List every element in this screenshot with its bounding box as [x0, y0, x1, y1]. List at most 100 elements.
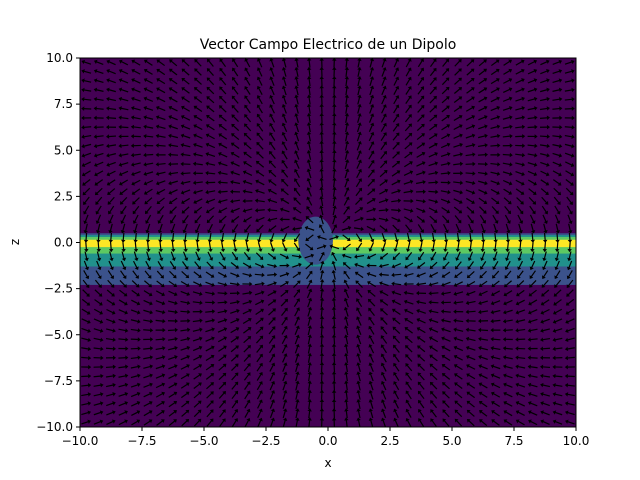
- quiver-arrow: [443, 373, 451, 380]
- quiver-arrowhead: [281, 141, 286, 145]
- quiver-arrowhead: [552, 319, 557, 324]
- quiver-arrow: [182, 78, 190, 85]
- quiver-arrow: [270, 68, 275, 77]
- quiver-arrow: [493, 260, 499, 269]
- quiver-arrowhead: [421, 151, 426, 156]
- quiver-arrowhead: [380, 335, 385, 340]
- quiver-arrowhead: [515, 401, 520, 406]
- quiver-arrowhead: [357, 159, 362, 164]
- quiver-arrowhead: [356, 298, 360, 302]
- quiver-arrow: [366, 225, 375, 231]
- quiver-arrow: [281, 198, 290, 205]
- quiver-arrowhead: [540, 301, 545, 306]
- quiver-arrow: [96, 260, 101, 269]
- quiver-arrowhead: [234, 372, 239, 377]
- quiver-arrowhead: [443, 239, 449, 243]
- quiver-arrowhead: [490, 318, 494, 324]
- quiver-arrowhead: [256, 151, 260, 156]
- quiver-arrow: [232, 106, 239, 113]
- quiver-arrowhead: [254, 208, 259, 213]
- quiver-arrow: [490, 180, 499, 185]
- quiver-arrow: [345, 299, 349, 308]
- quiver-arrowhead: [490, 301, 495, 306]
- quiver-arrowhead: [87, 355, 92, 361]
- quiver-arrow: [294, 317, 299, 326]
- quiver-arrowhead: [232, 67, 236, 72]
- quiver-arrowhead: [222, 400, 226, 404]
- quiver-arrowhead: [428, 318, 433, 323]
- quiver-arrow: [308, 114, 311, 123]
- quiver-arrowhead: [124, 310, 128, 315]
- quiver-arrowhead: [149, 373, 153, 378]
- quiver-arrowhead: [483, 105, 488, 110]
- quiver-arrow: [465, 172, 474, 175]
- quiver-arrowhead: [558, 172, 562, 177]
- quiver-arrowhead: [309, 262, 314, 266]
- quiver-arrowhead: [306, 122, 312, 126]
- quiver-arrow: [132, 79, 141, 84]
- quiver-arrow: [505, 280, 512, 287]
- quiver-arrowhead: [566, 266, 572, 271]
- quiver-arrow: [156, 401, 164, 408]
- quiver-arrow: [84, 205, 90, 214]
- quiver-arrow: [453, 206, 461, 213]
- quiver-arrowhead: [420, 123, 425, 128]
- quiver-arrowhead: [112, 319, 116, 324]
- quiver-arrow: [345, 78, 348, 87]
- quiver-arrow: [192, 328, 201, 332]
- quiver-arrow: [219, 181, 228, 184]
- quiver-arrow: [467, 329, 476, 332]
- quiver-arrowhead: [125, 337, 129, 342]
- quiver-arrow: [345, 410, 348, 419]
- quiver-arrow: [243, 346, 250, 353]
- quiver-arrowhead: [329, 244, 334, 249]
- quiver-arrow: [119, 279, 126, 287]
- quiver-arrow: [109, 242, 112, 251]
- quiver-arrow: [357, 96, 361, 105]
- quiver-arrow: [183, 223, 188, 232]
- quiver-arrow: [406, 364, 413, 372]
- quiver-arrowhead: [521, 106, 526, 111]
- quiver-arrow: [243, 364, 250, 372]
- quiver-arrowhead: [223, 327, 228, 332]
- quiver-arrowhead: [319, 334, 325, 338]
- quiver-arrow: [181, 271, 189, 278]
- quiver-arrowhead: [269, 150, 273, 155]
- quiver-arrowhead: [256, 95, 261, 99]
- quiver-arrowhead: [472, 152, 476, 157]
- quiver-arrowhead: [93, 153, 98, 158]
- quiver-arrow: [368, 299, 376, 307]
- quiver-arrowhead: [307, 380, 312, 384]
- quiver-arrowhead: [428, 309, 432, 314]
- quiver-arrowhead: [357, 122, 362, 126]
- quiver-arrow: [503, 197, 511, 204]
- quiver-arrowhead: [223, 336, 227, 341]
- quiver-arrowhead: [446, 152, 451, 157]
- quiver-arrow: [282, 373, 287, 382]
- quiver-arrow: [320, 308, 323, 317]
- quiver-arrowhead: [168, 200, 173, 204]
- quiver-arrow: [132, 153, 141, 156]
- quiver-arrowhead: [555, 230, 561, 234]
- quiver-arrowhead: [440, 300, 444, 305]
- quiver-arrow: [294, 308, 299, 317]
- quiver-arrowhead: [319, 389, 325, 393]
- quiver-arrowhead: [331, 371, 337, 375]
- quiver-arrow: [418, 401, 425, 409]
- quiver-arrow: [491, 60, 499, 67]
- quiver-arrow: [544, 242, 547, 251]
- quiver-arrowhead: [86, 293, 90, 297]
- quiver-arrowhead: [232, 229, 236, 233]
- quiver-arrowhead: [442, 257, 447, 261]
- quiver-arrowhead: [195, 248, 201, 253]
- quiver-arrowhead: [454, 418, 459, 423]
- quiver-arrow: [83, 126, 92, 129]
- quiver-arrow: [305, 243, 313, 250]
- quiver-arrow: [552, 70, 561, 74]
- quiver-arrow: [320, 207, 324, 216]
- quiver-arrow: [145, 153, 154, 156]
- quiver-arrowhead: [484, 161, 488, 167]
- quiver-arrow: [83, 260, 88, 269]
- quiver-arrowhead: [368, 389, 373, 394]
- quiver-arrow: [552, 144, 561, 147]
